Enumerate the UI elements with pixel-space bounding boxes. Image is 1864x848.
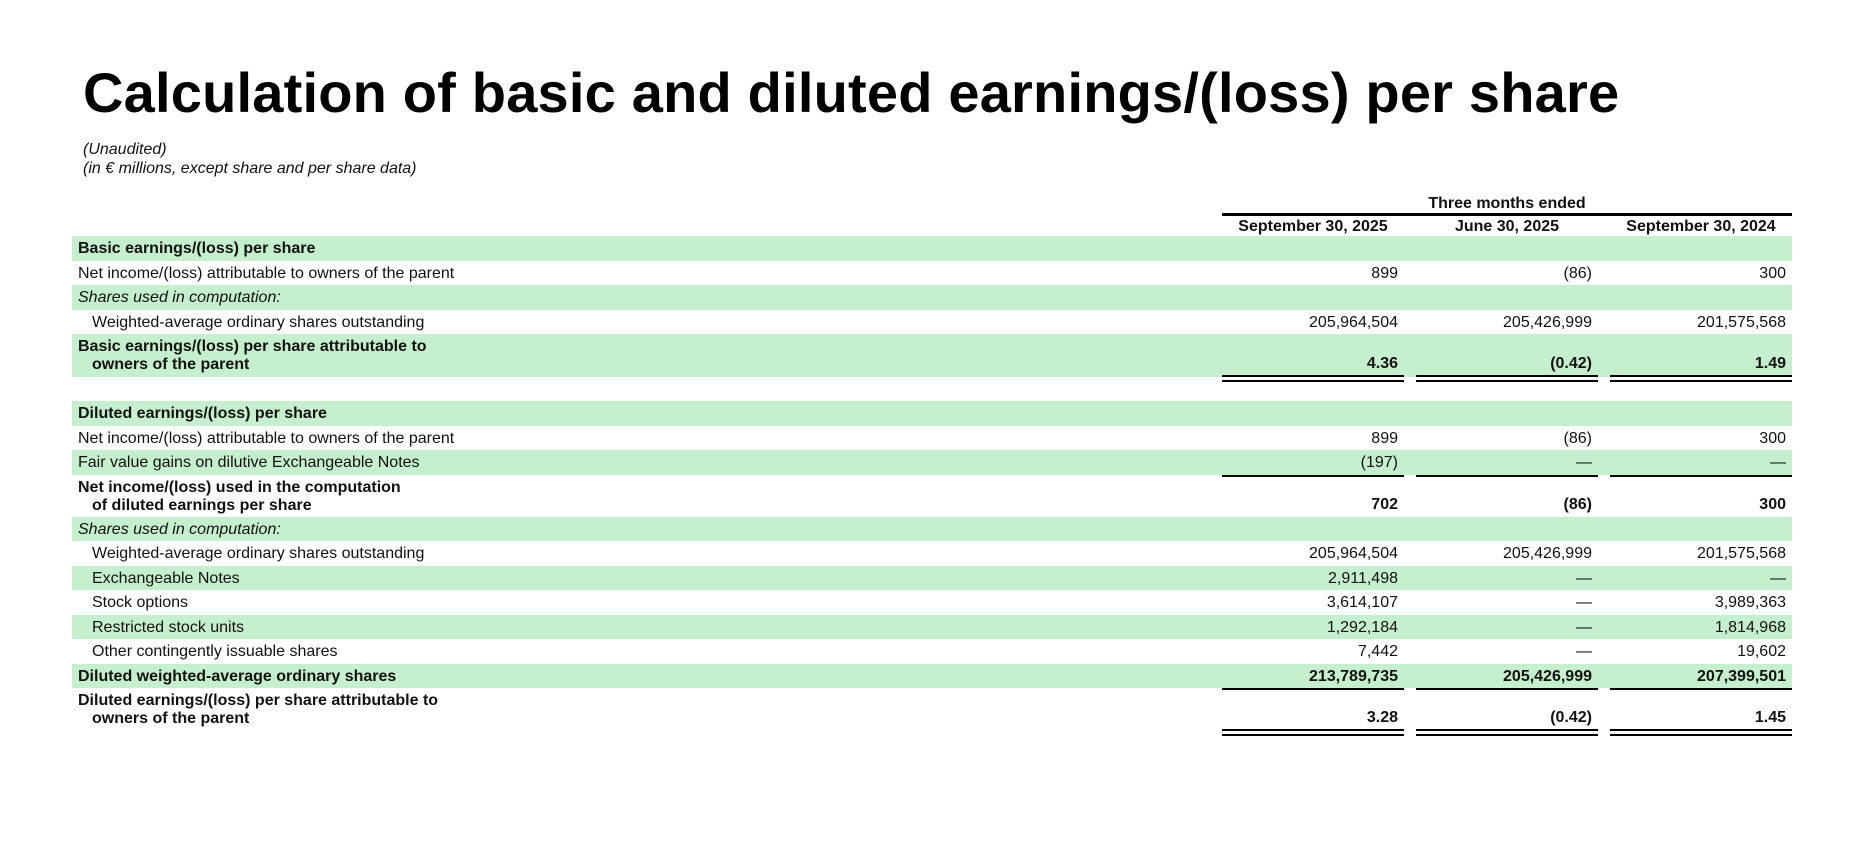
table-row: Net income/(loss) used in the computatio… [72,475,1792,519]
cell-value: 1,814,968 [1714,618,1786,636]
cell-value: 300 [1759,495,1786,513]
cell-value: 205,964,504 [1309,545,1398,562]
cell-value: — [1770,569,1786,587]
table-row: Basic earnings/(loss) per share attribut… [72,334,1792,382]
column-header-jun-2025: June 30, 2025 [1454,218,1560,235]
column-header-sep-2024: September 30, 2024 [1626,218,1776,235]
cell-value: 205,426,999 [1503,545,1592,562]
subtotal-rule [1222,688,1404,690]
table-row: Weighted-average ordinary shares outstan… [72,541,1792,566]
column-header-sep-2025: September 30, 2025 [1238,218,1388,235]
table-row: Stock options 3,614,107 — 3,989,363 [72,590,1792,615]
cell-value: 1.49 [1754,355,1786,372]
cell-value: 4.36 [1366,355,1398,372]
subtitle-units: (in € millions, except share and per sha… [83,160,417,177]
subtotal-rule [1610,474,1792,477]
subtitle-unaudited: (Unaudited) [83,141,167,158]
row-label: Weighted-average ordinary shares outstan… [92,313,425,331]
row-label: Diluted weighted-average ordinary shares [78,667,397,685]
table-row: Net income/(loss) attributable to owners… [72,426,1792,451]
row-label: Net income/(loss) attributable to owners… [78,429,455,447]
cell-value: — [1770,454,1786,471]
cell-value: (86) [1563,264,1592,282]
total-double-rule [1222,729,1404,736]
superheader-label: Three months ended [1428,195,1586,212]
table-row: Restricted stock units 1,292,184 — 1,814… [72,614,1792,639]
superheader-rule [1222,213,1792,216]
cell-value: — [1576,569,1592,587]
cell-value: 205,964,504 [1309,313,1398,331]
table-row: Weighted-average ordinary shares outstan… [72,310,1792,336]
row-label: Exchangeable Notes [92,569,240,587]
row-label: Shares used in computation: [78,520,281,538]
cell-value: 207,399,501 [1697,667,1786,685]
page-title: Calculation of basic and diluted earning… [83,61,1620,124]
cell-value: 899 [1371,264,1398,282]
table-row: Diluted weighted-average ordinary shares… [72,663,1792,690]
cell-value: 899 [1371,429,1398,447]
cell-value: — [1576,454,1592,471]
row-label: Fair value gains on dilutive Exchangeabl… [78,454,420,471]
row-label: Weighted-average ordinary shares outstan… [92,545,425,562]
cell-value: 205,426,999 [1503,313,1592,331]
subtotal-rule [1610,688,1792,690]
cell-value: (0.42) [1550,355,1592,372]
cell-value: (86) [1563,429,1592,447]
row-label: Restricted stock units [92,618,245,636]
total-double-rule [1610,375,1792,382]
cell-value: 3,614,107 [1326,594,1398,611]
row-label: Net income/(loss) attributable to owners… [78,264,455,282]
row-label: Diluted earnings/(loss) per share [78,405,327,422]
row-label: Stock options [92,594,189,611]
cell-value: 3,989,363 [1714,594,1786,611]
table-row: Shares used in computation: [72,285,1792,310]
row-label: Other contingently issuable shares [92,643,338,660]
cell-value: (197) [1360,454,1398,471]
cell-value: — [1576,594,1592,611]
cell-value: 3.28 [1366,709,1398,726]
total-double-rule [1222,375,1404,382]
cell-value: (86) [1563,495,1592,513]
row-label: Shares used in computation: [78,289,281,306]
cell-value: — [1576,618,1592,636]
cell-value: 213,789,735 [1309,667,1398,685]
cell-value: 300 [1759,264,1786,282]
table-row: Diluted earnings/(loss) per share attrib… [72,688,1792,736]
cell-value: — [1576,643,1592,660]
row-label: Diluted earnings/(loss) per share attrib… [78,692,439,727]
cell-value: (0.42) [1550,709,1592,726]
row-label: Net income/(loss) used in the computatio… [78,478,401,514]
subtotal-rule [1222,474,1404,477]
cell-value: 201,575,568 [1697,545,1786,562]
total-double-rule [1610,729,1792,736]
cell-value: 702 [1371,495,1398,513]
total-double-rule [1416,729,1598,736]
table-row: Net income/(loss) attributable to owners… [72,261,1792,286]
subtotal-rule [1416,688,1598,690]
table-row: Basic earnings/(loss) per share [72,236,1792,261]
cell-value: 19,602 [1737,643,1786,660]
cell-value: 300 [1759,429,1786,447]
cell-value: 2,911,498 [1328,569,1398,587]
cell-value: 7,442 [1357,643,1398,660]
table-row: Exchangeable Notes 2,911,498 — — [72,565,1792,590]
total-double-rule [1416,375,1598,382]
table-row: Shares used in computation: [72,516,1792,541]
table-row: Diluted earnings/(loss) per share [72,401,1792,426]
eps-table: Three months ended September 30, 2025 Ju… [72,194,1792,736]
spacer [72,377,1792,401]
subtotal-rule [1416,474,1598,477]
table-superheader: Three months ended [72,194,1792,216]
subtitle: (Unaudited) (in € millions, except share… [83,140,417,178]
table-row: Fair value gains on dilutive Exchangeabl… [72,450,1792,477]
cell-value: 205,426,999 [1503,667,1592,685]
column-headers: September 30, 2025 June 30, 2025 Septemb… [72,214,1792,238]
table-row: Other contingently issuable shares 7,442… [72,639,1792,666]
row-label: Basic earnings/(loss) per share [78,240,316,257]
cell-value: 1.45 [1754,709,1786,726]
row-label: Basic earnings/(loss) per share attribut… [78,338,427,373]
cell-value: 1,292,184 [1326,618,1398,636]
cell-value: 201,575,568 [1697,313,1786,331]
